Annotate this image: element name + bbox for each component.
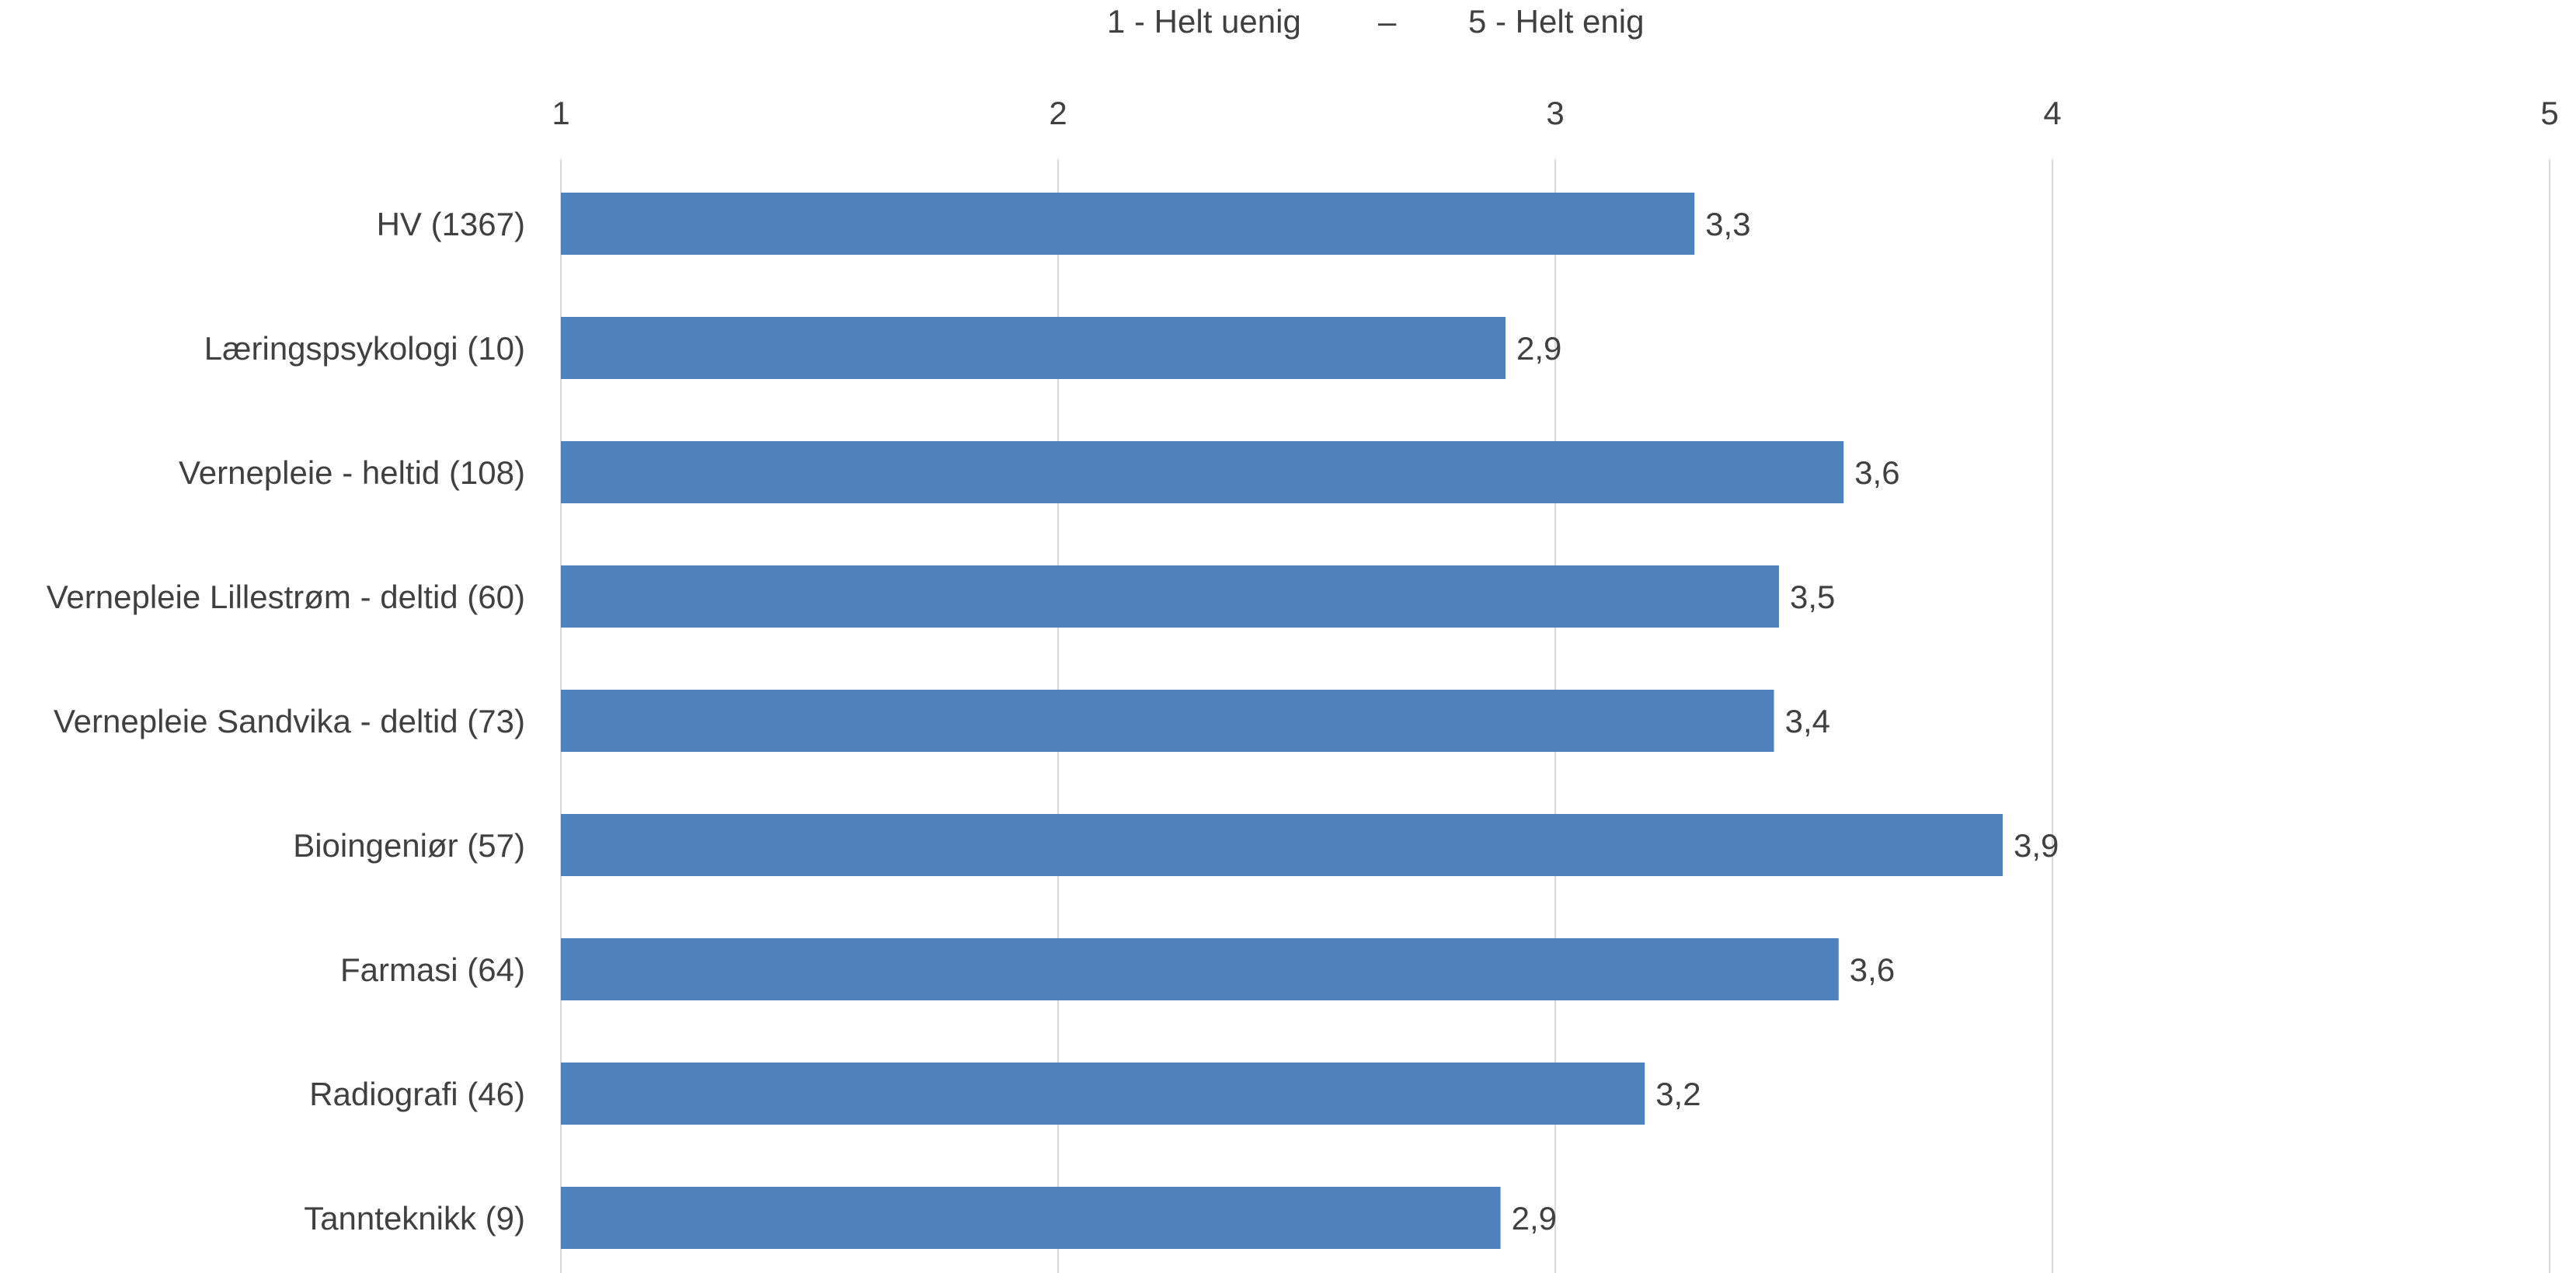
category-label: Vernepleie Sandvika - deltid (73) bbox=[54, 703, 525, 739]
value-label: 3,3 bbox=[1705, 206, 1750, 242]
bar bbox=[561, 690, 1774, 752]
x-axis-ticks: 1 2 3 4 5 bbox=[552, 95, 2558, 131]
scale-high-label: 5 - Helt enig bbox=[1468, 3, 1645, 40]
value-labels: 3,3 2,9 3,6 3,5 3,4 3,9 3,6 3,2 2,9 bbox=[1512, 206, 2059, 1236]
value-label: 3,4 bbox=[1785, 703, 1830, 739]
bar bbox=[561, 938, 1839, 1000]
category-label: Farmasi (64) bbox=[340, 951, 525, 988]
scale-separator: – bbox=[1378, 3, 1397, 40]
category-labels: HV (1367) Læringspsykologi (10) Vernepleie… bbox=[47, 206, 525, 1236]
value-label: 2,9 bbox=[1516, 330, 1561, 367]
bar bbox=[561, 317, 1506, 379]
x-tick-label: 4 bbox=[2043, 95, 2061, 131]
bar bbox=[561, 1063, 1645, 1125]
category-label: Tannteknikk (9) bbox=[304, 1200, 525, 1236]
bar bbox=[561, 814, 2003, 876]
category-label: Vernepleie - heltid (108) bbox=[179, 454, 525, 491]
value-label: 3,6 bbox=[1850, 951, 1895, 988]
category-label: Vernepleie Lillestrøm - deltid (60) bbox=[47, 579, 525, 615]
category-label: Bioingeniør (57) bbox=[293, 827, 525, 864]
value-label: 3,9 bbox=[2014, 827, 2059, 864]
value-label: 3,6 bbox=[1854, 454, 1899, 491]
x-tick-label: 3 bbox=[1546, 95, 1564, 131]
scale-legend: 1 - Helt uenig – 5 - Helt enig bbox=[0, 0, 2576, 47]
bar bbox=[561, 441, 1844, 503]
x-tick-label: 1 bbox=[552, 95, 569, 131]
category-label: Radiografi (46) bbox=[309, 1076, 525, 1112]
bars bbox=[561, 193, 2003, 1249]
value-label: 3,5 bbox=[1790, 579, 1835, 615]
bar bbox=[561, 1187, 1501, 1249]
bar bbox=[561, 565, 1779, 628]
scale-low-label: 1 - Helt uenig bbox=[1107, 3, 1301, 40]
value-label: 2,9 bbox=[1512, 1200, 1557, 1236]
x-tick-label: 2 bbox=[1049, 95, 1067, 131]
x-tick-label: 5 bbox=[2540, 95, 2558, 131]
bar bbox=[561, 193, 1695, 255]
category-label: HV (1367) bbox=[377, 206, 525, 242]
category-label: Læringspsykologi (10) bbox=[204, 330, 525, 367]
value-label: 3,2 bbox=[1655, 1076, 1701, 1112]
